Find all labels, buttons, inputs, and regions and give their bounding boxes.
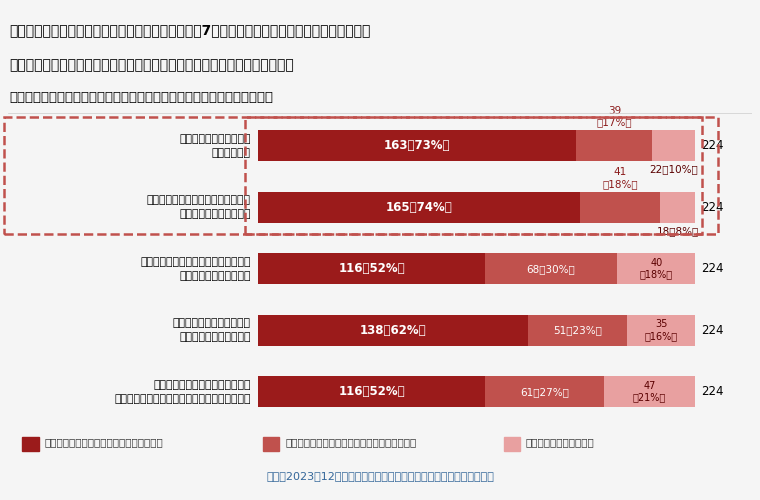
Text: 18（8%）: 18（8%）: [657, 226, 699, 235]
Text: 224: 224: [701, 385, 724, 398]
Text: 165（74%）: 165（74%）: [386, 200, 453, 214]
Bar: [245, 117, 702, 234]
Text: 47
（21%）: 47 （21%）: [633, 381, 667, 402]
Text: 116（52%）: 116（52%）: [338, 262, 405, 275]
Bar: [4, 117, 718, 234]
Bar: [576, 130, 653, 161]
Text: 68（30%）: 68（30%）: [527, 264, 575, 274]
Bar: [258, 192, 581, 222]
Text: 224: 224: [701, 200, 724, 214]
Bar: [258, 130, 576, 161]
Bar: [263, 437, 280, 450]
Bar: [504, 437, 520, 450]
Text: 22（10%）: 22（10%）: [650, 164, 698, 174]
Bar: [617, 254, 695, 284]
Text: 特に気にしないで食べる: 特に気にしないで食べる: [526, 438, 594, 448]
Text: 35
（16%）: 35 （16%）: [644, 320, 678, 341]
Text: 必ず確認し確認できなければ口につけない: 必ず確認し確認できなければ口につけない: [44, 438, 163, 448]
Bar: [581, 192, 660, 222]
Text: 料理にハラールと畜された
肉が使用されていること: 料理にハラールと畜された 肉が使用されていること: [173, 318, 251, 342]
Text: 料理にアルコールを含んだ調味料
（料理酒、みりん等）が使用されていないこと: 料理にアルコールを含んだ調味料 （料理酒、みりん等）が使用されていないこと: [114, 380, 251, 404]
Text: 138（62%）: 138（62%）: [359, 324, 426, 337]
Text: 料理に豚由来の調味料、添加物など
が使用されていないこと: 料理に豚由来の調味料、添加物など が使用されていないこと: [147, 195, 251, 219]
Text: 224: 224: [701, 262, 724, 275]
Text: 豚肉・豚由来品・動物由来品・酒等に対しては、約7割のムスリムが使用有無を確認しなければ: 豚肉・豚由来品・動物由来品・酒等に対しては、約7割のムスリムが使用有無を確認しな…: [9, 23, 370, 37]
Text: 料理に動物由来の調味料、添加物など
が使用されていないこと: 料理に動物由来の調味料、添加物など が使用されていないこと: [141, 257, 251, 281]
Bar: [23, 437, 39, 450]
Text: 224: 224: [701, 324, 724, 337]
Bar: [485, 376, 603, 407]
Bar: [653, 130, 695, 161]
Text: 41
（18%）: 41 （18%）: [603, 167, 638, 189]
Bar: [627, 315, 695, 346]
Text: 116（52%）: 116（52%）: [338, 385, 405, 398]
Text: 確認するが分からない場合はやむを得ず食べる: 確認するが分からない場合はやむを得ず食べる: [285, 438, 416, 448]
Text: 61（27%）: 61（27%）: [520, 387, 568, 397]
Bar: [258, 254, 485, 284]
Text: 224: 224: [701, 139, 724, 152]
Bar: [603, 376, 695, 407]
Bar: [527, 315, 627, 346]
Text: 口につけないと回答しており、メニュー考案の際は留意する必要があります: 口につけないと回答しており、メニュー考案の際は留意する必要があります: [9, 58, 294, 71]
Bar: [485, 254, 617, 284]
Text: 40
（18%）: 40 （18%）: [640, 258, 673, 280]
Text: 163（73%）: 163（73%）: [384, 139, 451, 152]
Text: 食材が豚肉、豚加工製品
ではないこと: 食材が豚肉、豚加工製品 ではないこと: [179, 134, 251, 158]
Bar: [258, 315, 527, 346]
Bar: [660, 192, 695, 222]
Text: 51（23%）: 51（23%）: [553, 325, 602, 335]
Bar: [258, 376, 485, 407]
Text: 39
（17%）: 39 （17%）: [597, 106, 632, 128]
Text: 設問：非イスラム諸国での旅行中食事をする際に以下の点を確認しますか: 設問：非イスラム諸国での旅行中食事をする際に以下の点を確認しますか: [9, 91, 273, 104]
Text: 出所：2023年12月に実施したムスリムに対するウェブアンケート調査: 出所：2023年12月に実施したムスリムに対するウェブアンケート調査: [266, 471, 494, 481]
